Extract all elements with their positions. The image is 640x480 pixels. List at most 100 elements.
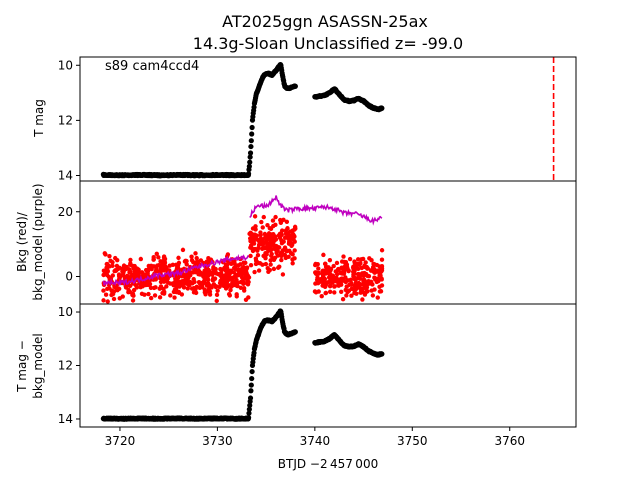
background-point: [191, 276, 196, 282]
background-point: [116, 286, 122, 291]
background-point: [262, 236, 268, 241]
background-model-line: [249, 195, 296, 218]
background-point: [252, 214, 258, 219]
background-point: [263, 256, 268, 261]
background-point: [362, 279, 367, 284]
background-point: [189, 286, 195, 291]
background-point: [201, 279, 207, 284]
background-point: [113, 268, 119, 274]
background-point: [347, 256, 353, 262]
magnitude-point: [247, 402, 253, 409]
background-point: [226, 291, 232, 297]
background-point: [234, 273, 239, 279]
background-point: [265, 222, 270, 228]
background-point: [256, 268, 262, 273]
background-point: [243, 260, 248, 266]
panel-background: 0 20: [58, 180, 577, 305]
background-point: [138, 256, 144, 262]
background-point: [157, 295, 163, 300]
background-point: [267, 234, 272, 240]
background-point: [162, 289, 167, 295]
background-point: [215, 288, 220, 293]
background-point: [250, 226, 256, 231]
background-point: [352, 268, 357, 273]
background-point: [258, 232, 263, 238]
background-point: [181, 273, 187, 279]
background-point: [207, 283, 212, 288]
background-point: [126, 267, 132, 272]
background-point: [124, 273, 130, 279]
background-point: [364, 283, 369, 288]
background-point: [104, 270, 109, 275]
background-point: [228, 287, 233, 293]
background-point: [244, 266, 249, 271]
background-point: [328, 283, 333, 289]
series-0: [100, 61, 385, 179]
y-tick-label: 12: [58, 113, 73, 127]
background-point: [175, 275, 181, 281]
background-point: [270, 256, 275, 261]
y-tick-label: 10: [58, 305, 73, 319]
background-point: [243, 274, 248, 279]
background-point: [111, 296, 117, 302]
background-point: [286, 239, 292, 245]
background-point: [377, 284, 382, 289]
background-point: [281, 217, 286, 223]
background-point: [110, 263, 115, 269]
background-point: [349, 280, 354, 286]
background-point: [154, 266, 159, 272]
background-point: [126, 289, 131, 295]
background-point: [260, 262, 265, 267]
background-point: [109, 292, 114, 298]
background-point: [240, 267, 245, 273]
background-point: [360, 297, 365, 302]
background-point: [131, 287, 137, 293]
background-point: [248, 232, 253, 237]
background-point: [313, 270, 318, 275]
background-point: [330, 273, 336, 278]
background-point: [110, 273, 115, 278]
background-point: [201, 272, 206, 277]
background-point: [339, 289, 344, 294]
background-point: [130, 298, 136, 303]
background-point: [115, 258, 120, 263]
panel-magnitude: 10 12 14: [58, 56, 577, 182]
background-point: [193, 251, 198, 256]
background-point: [268, 262, 273, 267]
background-point: [332, 284, 337, 289]
background-point: [246, 295, 251, 300]
background-point: [206, 267, 211, 273]
magnitude-point: [249, 375, 255, 382]
background-point: [132, 268, 138, 273]
background-point: [334, 275, 339, 280]
background-model-line: [102, 253, 250, 287]
background-point: [154, 251, 159, 257]
magnitude-point: [247, 395, 254, 401]
background-point: [121, 270, 126, 275]
background-point: [206, 255, 211, 261]
background-point: [363, 260, 368, 265]
background-point: [327, 257, 333, 263]
background-point: [358, 282, 363, 287]
background-point: [276, 245, 282, 250]
background-point: [372, 262, 377, 267]
panel-magnitude-minus-background: 10 12 14 3720 3730 3740 3750 3760: [58, 303, 577, 448]
background-point: [229, 284, 234, 289]
background-point: [291, 237, 296, 242]
y-tick-label: 14: [58, 412, 73, 426]
background-point: [334, 260, 340, 266]
background-point: [153, 277, 158, 282]
magnitude-point: [245, 171, 252, 177]
background-point: [327, 289, 333, 294]
background-point: [284, 219, 290, 225]
series-1: [102, 195, 383, 287]
background-point: [234, 292, 239, 297]
background-point: [287, 248, 292, 253]
x-tick-label: 3720: [105, 434, 136, 448]
magnitude-point: [379, 351, 385, 357]
background-point: [248, 253, 253, 259]
background-point: [133, 273, 139, 279]
background-point: [282, 235, 288, 240]
background-point: [271, 223, 276, 229]
background-point: [151, 285, 157, 291]
